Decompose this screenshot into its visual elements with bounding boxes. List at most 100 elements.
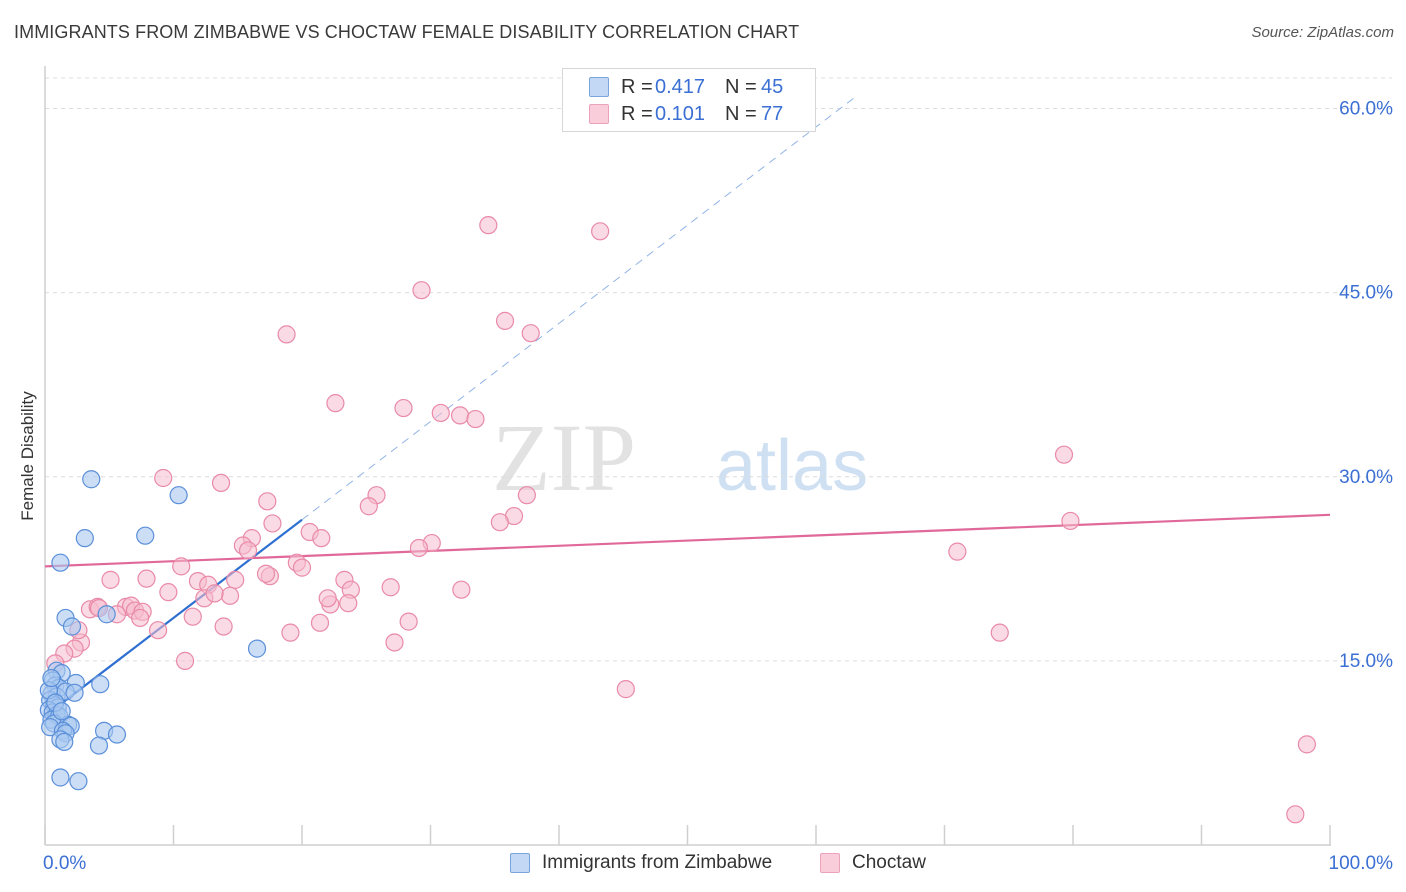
data-point-zimbabwe xyxy=(82,470,101,489)
data-point-choctaw xyxy=(479,216,498,235)
data-point-zimbabwe xyxy=(247,639,267,658)
trend-line-zimbabwe-extension xyxy=(301,97,855,521)
data-point-zimbabwe xyxy=(107,725,127,744)
data-points xyxy=(39,216,1316,824)
legend-r-label: R = xyxy=(621,102,653,125)
data-point-choctaw xyxy=(220,586,240,605)
data-point-zimbabwe xyxy=(51,553,70,572)
data-point-choctaw xyxy=(238,541,258,560)
data-point-choctaw xyxy=(159,583,178,602)
data-point-zimbabwe xyxy=(97,605,116,624)
data-point-choctaw xyxy=(517,486,536,505)
data-point-choctaw xyxy=(394,398,413,418)
correlation-legend: R = 0.417 N = 45 R = 0.101 N = 77 xyxy=(562,68,816,132)
data-point-zimbabwe xyxy=(42,668,61,688)
data-point-zimbabwe xyxy=(75,529,94,548)
data-point-choctaw xyxy=(359,497,378,516)
legend-n-value: 77 xyxy=(761,102,784,125)
data-point-choctaw xyxy=(326,394,345,413)
data-point-choctaw xyxy=(495,311,515,330)
data-point-choctaw xyxy=(412,281,431,300)
legend-swatch-pink xyxy=(589,104,609,124)
data-point-choctaw xyxy=(258,492,277,511)
data-point-choctaw xyxy=(263,514,282,533)
legend-row-choctaw: R = 0.101 N = 77 xyxy=(589,102,783,126)
legend-r-value: 0.101 xyxy=(655,102,706,125)
data-point-choctaw xyxy=(1054,445,1074,464)
data-point-choctaw xyxy=(183,607,202,626)
data-point-choctaw xyxy=(154,468,173,488)
data-point-choctaw xyxy=(281,623,300,642)
data-point-zimbabwe xyxy=(69,772,88,791)
data-point-zimbabwe xyxy=(169,486,188,505)
data-point-choctaw xyxy=(172,557,191,576)
gridlines xyxy=(45,77,1392,662)
bottom-legend-swatch-pink xyxy=(820,853,840,873)
data-point-choctaw xyxy=(431,403,450,423)
data-point-choctaw xyxy=(292,558,312,577)
data-point-zimbabwe xyxy=(91,675,110,694)
data-point-zimbabwe xyxy=(51,768,70,787)
data-point-zimbabwe xyxy=(89,736,109,755)
tick-labels: 15.0% 30.0% 45.0% 60.0% 0.0% 100.0% xyxy=(43,99,1393,874)
bottom-legend-label-choctaw: Choctaw xyxy=(852,852,926,873)
bottom-legend-label-zimbabwe: Immigrants from Zimbabwe xyxy=(542,852,773,873)
data-point-choctaw xyxy=(205,584,224,603)
data-point-choctaw xyxy=(591,222,610,241)
y-axis-label: Female Disability xyxy=(18,391,37,521)
legend-n-label: N = xyxy=(725,102,757,125)
y-tick-label: 60.0% xyxy=(1339,99,1393,120)
data-point-zimbabwe xyxy=(52,702,71,721)
bottom-legend-zimbabwe: Immigrants from Zimbabwe xyxy=(510,852,772,874)
legend-row-zimbabwe: R = 0.417 N = 45 xyxy=(589,75,783,99)
data-point-choctaw xyxy=(277,325,296,344)
data-point-choctaw xyxy=(211,473,231,493)
data-point-zimbabwe xyxy=(55,732,74,751)
legend-r-label: R = xyxy=(621,75,653,98)
data-point-choctaw xyxy=(616,680,635,699)
legend-swatch-blue xyxy=(589,77,609,97)
legend-n-label: N = xyxy=(725,75,757,98)
data-point-choctaw xyxy=(148,621,168,640)
data-point-choctaw xyxy=(1286,805,1305,824)
bottom-legend-swatch-blue xyxy=(510,853,530,873)
data-point-choctaw xyxy=(490,513,509,532)
axes xyxy=(44,66,1331,846)
data-point-choctaw xyxy=(226,570,245,589)
y-tick-label: 45.0% xyxy=(1339,283,1393,304)
watermark: ZIP atlas xyxy=(492,404,868,511)
bottom-legend-choctaw: Choctaw xyxy=(820,852,926,874)
data-point-choctaw xyxy=(318,589,337,608)
data-point-choctaw xyxy=(312,529,331,548)
watermark-atlas: atlas xyxy=(716,426,868,506)
data-point-zimbabwe xyxy=(136,526,155,545)
data-point-choctaw xyxy=(521,324,540,343)
trend-line-zimbabwe xyxy=(44,518,303,717)
y-tick-label: 30.0% xyxy=(1339,467,1393,488)
data-point-choctaw xyxy=(990,623,1009,642)
data-point-zimbabwe xyxy=(65,683,84,702)
data-point-choctaw xyxy=(381,578,400,597)
legend-r-value: 0.417 xyxy=(655,75,706,98)
y-tick-label: 15.0% xyxy=(1339,651,1393,672)
trend-lines xyxy=(44,97,1331,717)
data-point-choctaw xyxy=(450,406,470,425)
data-point-choctaw xyxy=(399,612,418,631)
data-point-choctaw xyxy=(1297,735,1316,754)
data-point-choctaw xyxy=(409,538,429,558)
data-point-choctaw xyxy=(130,608,150,628)
chart-title: IMMIGRANTS FROM ZIMBABWE VS CHOCTAW FEMA… xyxy=(14,22,800,42)
data-point-choctaw xyxy=(466,409,485,429)
data-point-choctaw xyxy=(948,542,967,561)
data-point-choctaw xyxy=(137,569,156,588)
legend-n-value: 45 xyxy=(761,75,784,98)
data-point-choctaw xyxy=(256,564,276,583)
data-point-choctaw xyxy=(339,594,358,613)
data-point-choctaw xyxy=(101,570,120,589)
data-point-choctaw xyxy=(214,617,233,636)
data-point-zimbabwe xyxy=(62,617,82,636)
watermark-zip: ZIP xyxy=(492,404,636,511)
x-tick-label-min: 0.0% xyxy=(43,853,86,874)
x-tick-label-max: 100.0% xyxy=(1329,853,1394,874)
